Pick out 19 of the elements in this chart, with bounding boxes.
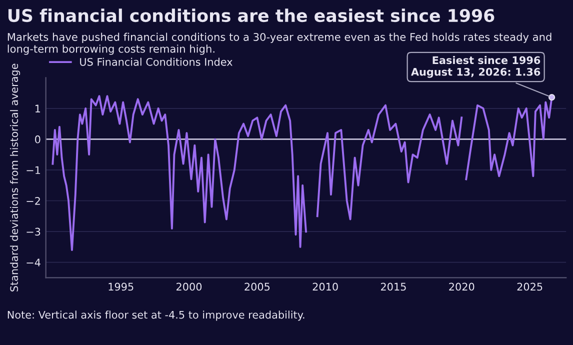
chart-title: US financial conditions are the easiest since 1996 [8, 8, 494, 22]
annotation: Easiest since 1996 August 13, 2026: 1.36 [411, 56, 540, 78]
y-tick-label: 0 [35, 135, 40, 144]
y-tick-label: −3 [26, 228, 40, 236]
x-tick-label: 1995 [108, 282, 134, 291]
x-tick-label: 2005 [244, 282, 270, 291]
x-tick-label: 2000 [176, 282, 202, 291]
y-tick-label: −4 [26, 258, 40, 266]
y-axis-title: Standard deviations from historical average [10, 64, 20, 292]
legend-label: US Financial Conditions Index [80, 58, 232, 66]
y-tick-label: 1 [35, 104, 40, 112]
x-tick-label: 2015 [380, 282, 406, 291]
y-tick-label: −1 [26, 166, 40, 174]
chart-subtitle: Markets have pushed financial conditions to a 30-year extreme even as the Fed holds rates steady and long-term borrowing costs remain high. [8, 32, 552, 55]
y-tick-label: −2 [26, 196, 40, 205]
x-tick-label: 2010 [312, 282, 338, 291]
x-tick-label: 2020 [449, 282, 474, 291]
x-tick-label: 2025 [517, 282, 542, 291]
text: Note: Vertical axis floor set at -4.5 to improve readability. [8, 310, 304, 321]
